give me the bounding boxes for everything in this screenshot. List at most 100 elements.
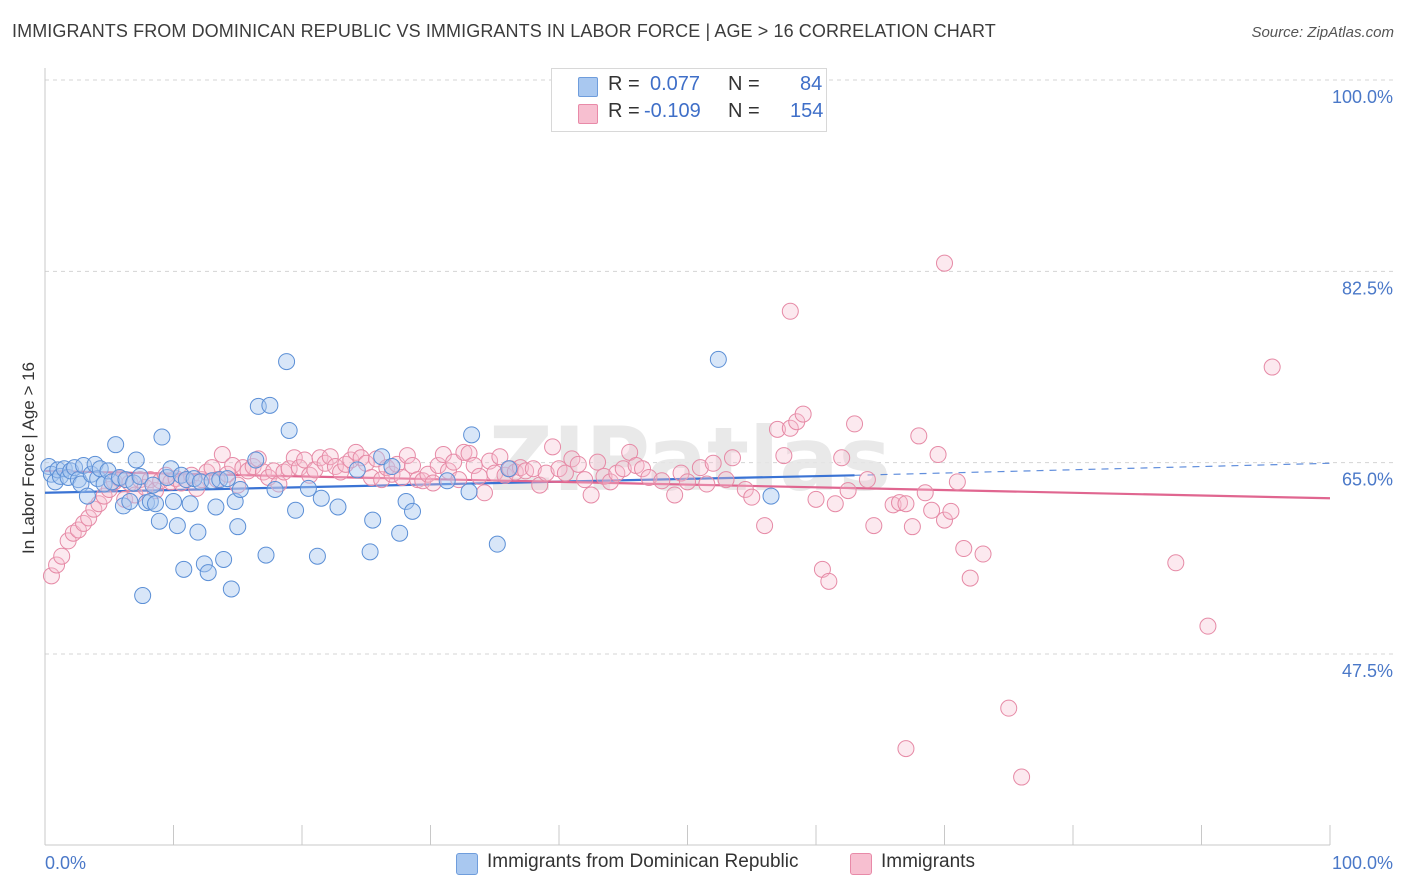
data-point-immigrants [1013,768,1031,786]
data-point-dominican [278,353,296,371]
data-point-immigrants [723,449,741,467]
data-point-immigrants [948,473,966,491]
legend-n-value: 84 [800,73,823,95]
data-point-dominican [121,493,139,511]
data-point-immigrants [743,488,761,506]
data-point-immigrants [865,517,883,535]
data-point-dominican [404,502,422,520]
data-point-immigrants [80,509,98,527]
data-point-immigrants [768,420,786,438]
data-point-dominican [103,473,121,491]
tick-labels: 47.5% 65.0% 82.5% 100.0% 0.0% 100.0% [45,87,1393,873]
data-point-immigrants [910,427,928,445]
y-tick-label: 82.5% [1342,278,1393,298]
y-tick-label: 100.0% [1332,87,1393,107]
data-point-dominican [460,483,478,501]
series-immigrants-points [42,254,1281,786]
data-point-immigrants [537,464,555,482]
data-point-immigrants [756,517,774,535]
data-point-dominican [463,426,481,444]
data-point-immigrants [576,471,594,489]
data-point-dominican [158,468,176,486]
data-point-immigrants [524,460,542,478]
data-point-immigrants [961,569,979,587]
data-point-immigrants [1167,554,1185,572]
data-point-immigrants [1199,617,1217,635]
data-point-dominican [438,472,456,490]
data-point-immigrants [897,495,915,513]
data-point-immigrants [955,540,973,558]
data-point-immigrants [916,484,934,502]
data-point-dominican [165,493,182,511]
data-point-dominican [144,476,162,494]
legend-r-value: -0.109 [644,100,701,122]
bottom-legend-series2: Immigrants [881,851,975,872]
data-point-immigrants [589,453,607,471]
data-point-immigrants [213,446,231,464]
data-point-dominican [150,512,168,530]
data-point-dominican [280,421,298,439]
data-point-dominican [229,518,247,536]
data-point-dominican [257,546,275,564]
data-point-immigrants [846,415,864,433]
data-point-immigrants [275,463,293,481]
data-point-immigrants [544,438,562,456]
data-point-dominican [329,498,347,516]
data-point-dominican [231,481,249,499]
data-point-immigrants [858,471,876,489]
x-tick-label: 0.0% [45,853,86,873]
data-point-immigrants [475,484,493,502]
data-point-dominican [383,458,401,476]
data-point-immigrants [679,473,696,491]
data-point-dominican [175,560,193,578]
data-point-dominican [266,481,284,499]
data-point-immigrants [897,740,915,758]
data-point-dominican [391,524,409,542]
data-point-immigrants [491,448,509,466]
data-point-dominican [127,451,145,469]
data-point-immigrants [556,464,574,482]
data-point-immigrants [48,556,66,574]
data-point-dominican [218,470,236,488]
data-point-dominican [364,511,382,529]
data-point-immigrants [470,467,488,485]
data-point-immigrants [884,496,902,514]
data-point-immigrants [903,518,921,536]
data-point-immigrants [455,443,473,461]
data-point-dominican [147,495,165,513]
data-point-immigrants [465,456,483,474]
data-point-dominican [361,543,379,561]
x-tick-label: 100.0% [1332,853,1393,873]
data-point-immigrants [672,464,690,482]
data-point-immigrants [807,490,825,508]
trend-line-dominican [44,474,855,494]
data-point-immigrants [64,524,82,542]
data-point-immigrants [582,486,600,504]
data-point-dominican [107,436,125,454]
data-point-immigrants [424,474,442,492]
legend-n-label: N = [728,73,760,95]
stats-legend: R = 0.077 N = 84 R = -0.109 N = 154 [551,68,827,132]
data-point-dominican [125,474,143,492]
data-point-dominican [247,451,265,469]
data-point-dominican [131,467,149,485]
legend-swatch-blue [578,77,598,97]
data-point-immigrants [698,475,716,493]
data-point-dominican [397,493,415,511]
data-point-dominican [488,535,506,553]
data-point-dominican [181,495,199,513]
data-point-immigrants [1000,699,1018,717]
y-axis-label: In Labor Force | Age > 16 [19,362,38,554]
data-point-immigrants [224,456,242,474]
trend-line-dominican-extension [854,462,1331,476]
watermark: ZIPatlas [489,408,891,511]
data-point-dominican [199,564,217,582]
data-point-immigrants [53,547,71,565]
data-point-immigrants [936,254,953,272]
data-point-immigrants [974,545,992,563]
data-point-immigrants [653,472,671,490]
trend-line-immigrants [44,469,1331,500]
data-point-dominican [373,448,391,466]
bottom-legend-series1: Immigrants from Dominican Republic [487,851,799,872]
